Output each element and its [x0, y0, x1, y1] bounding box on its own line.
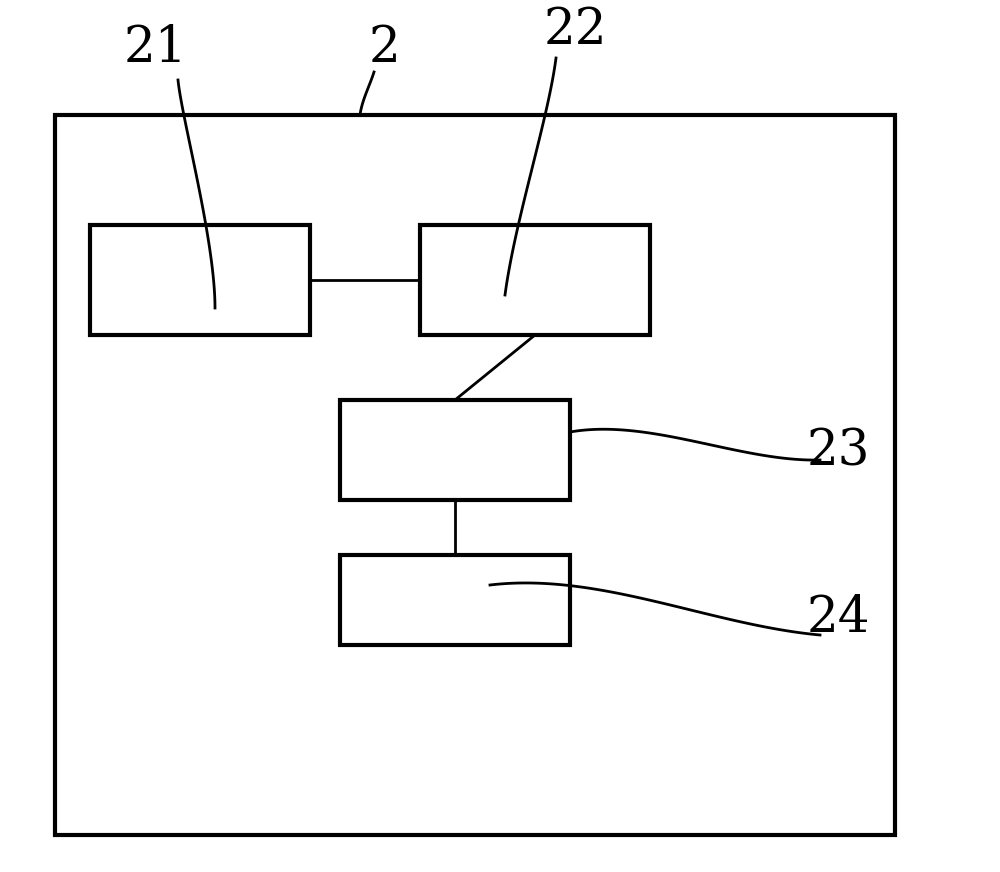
- Bar: [420, 225, 650, 335]
- Text: 21: 21: [123, 24, 187, 72]
- Text: 2: 2: [369, 24, 401, 72]
- Bar: [340, 555, 570, 645]
- Bar: [90, 225, 310, 335]
- Text: 23: 23: [806, 427, 870, 477]
- Text: 24: 24: [806, 593, 870, 643]
- Text: 22: 22: [543, 5, 607, 55]
- Bar: [340, 400, 570, 500]
- Bar: [55, 115, 895, 835]
